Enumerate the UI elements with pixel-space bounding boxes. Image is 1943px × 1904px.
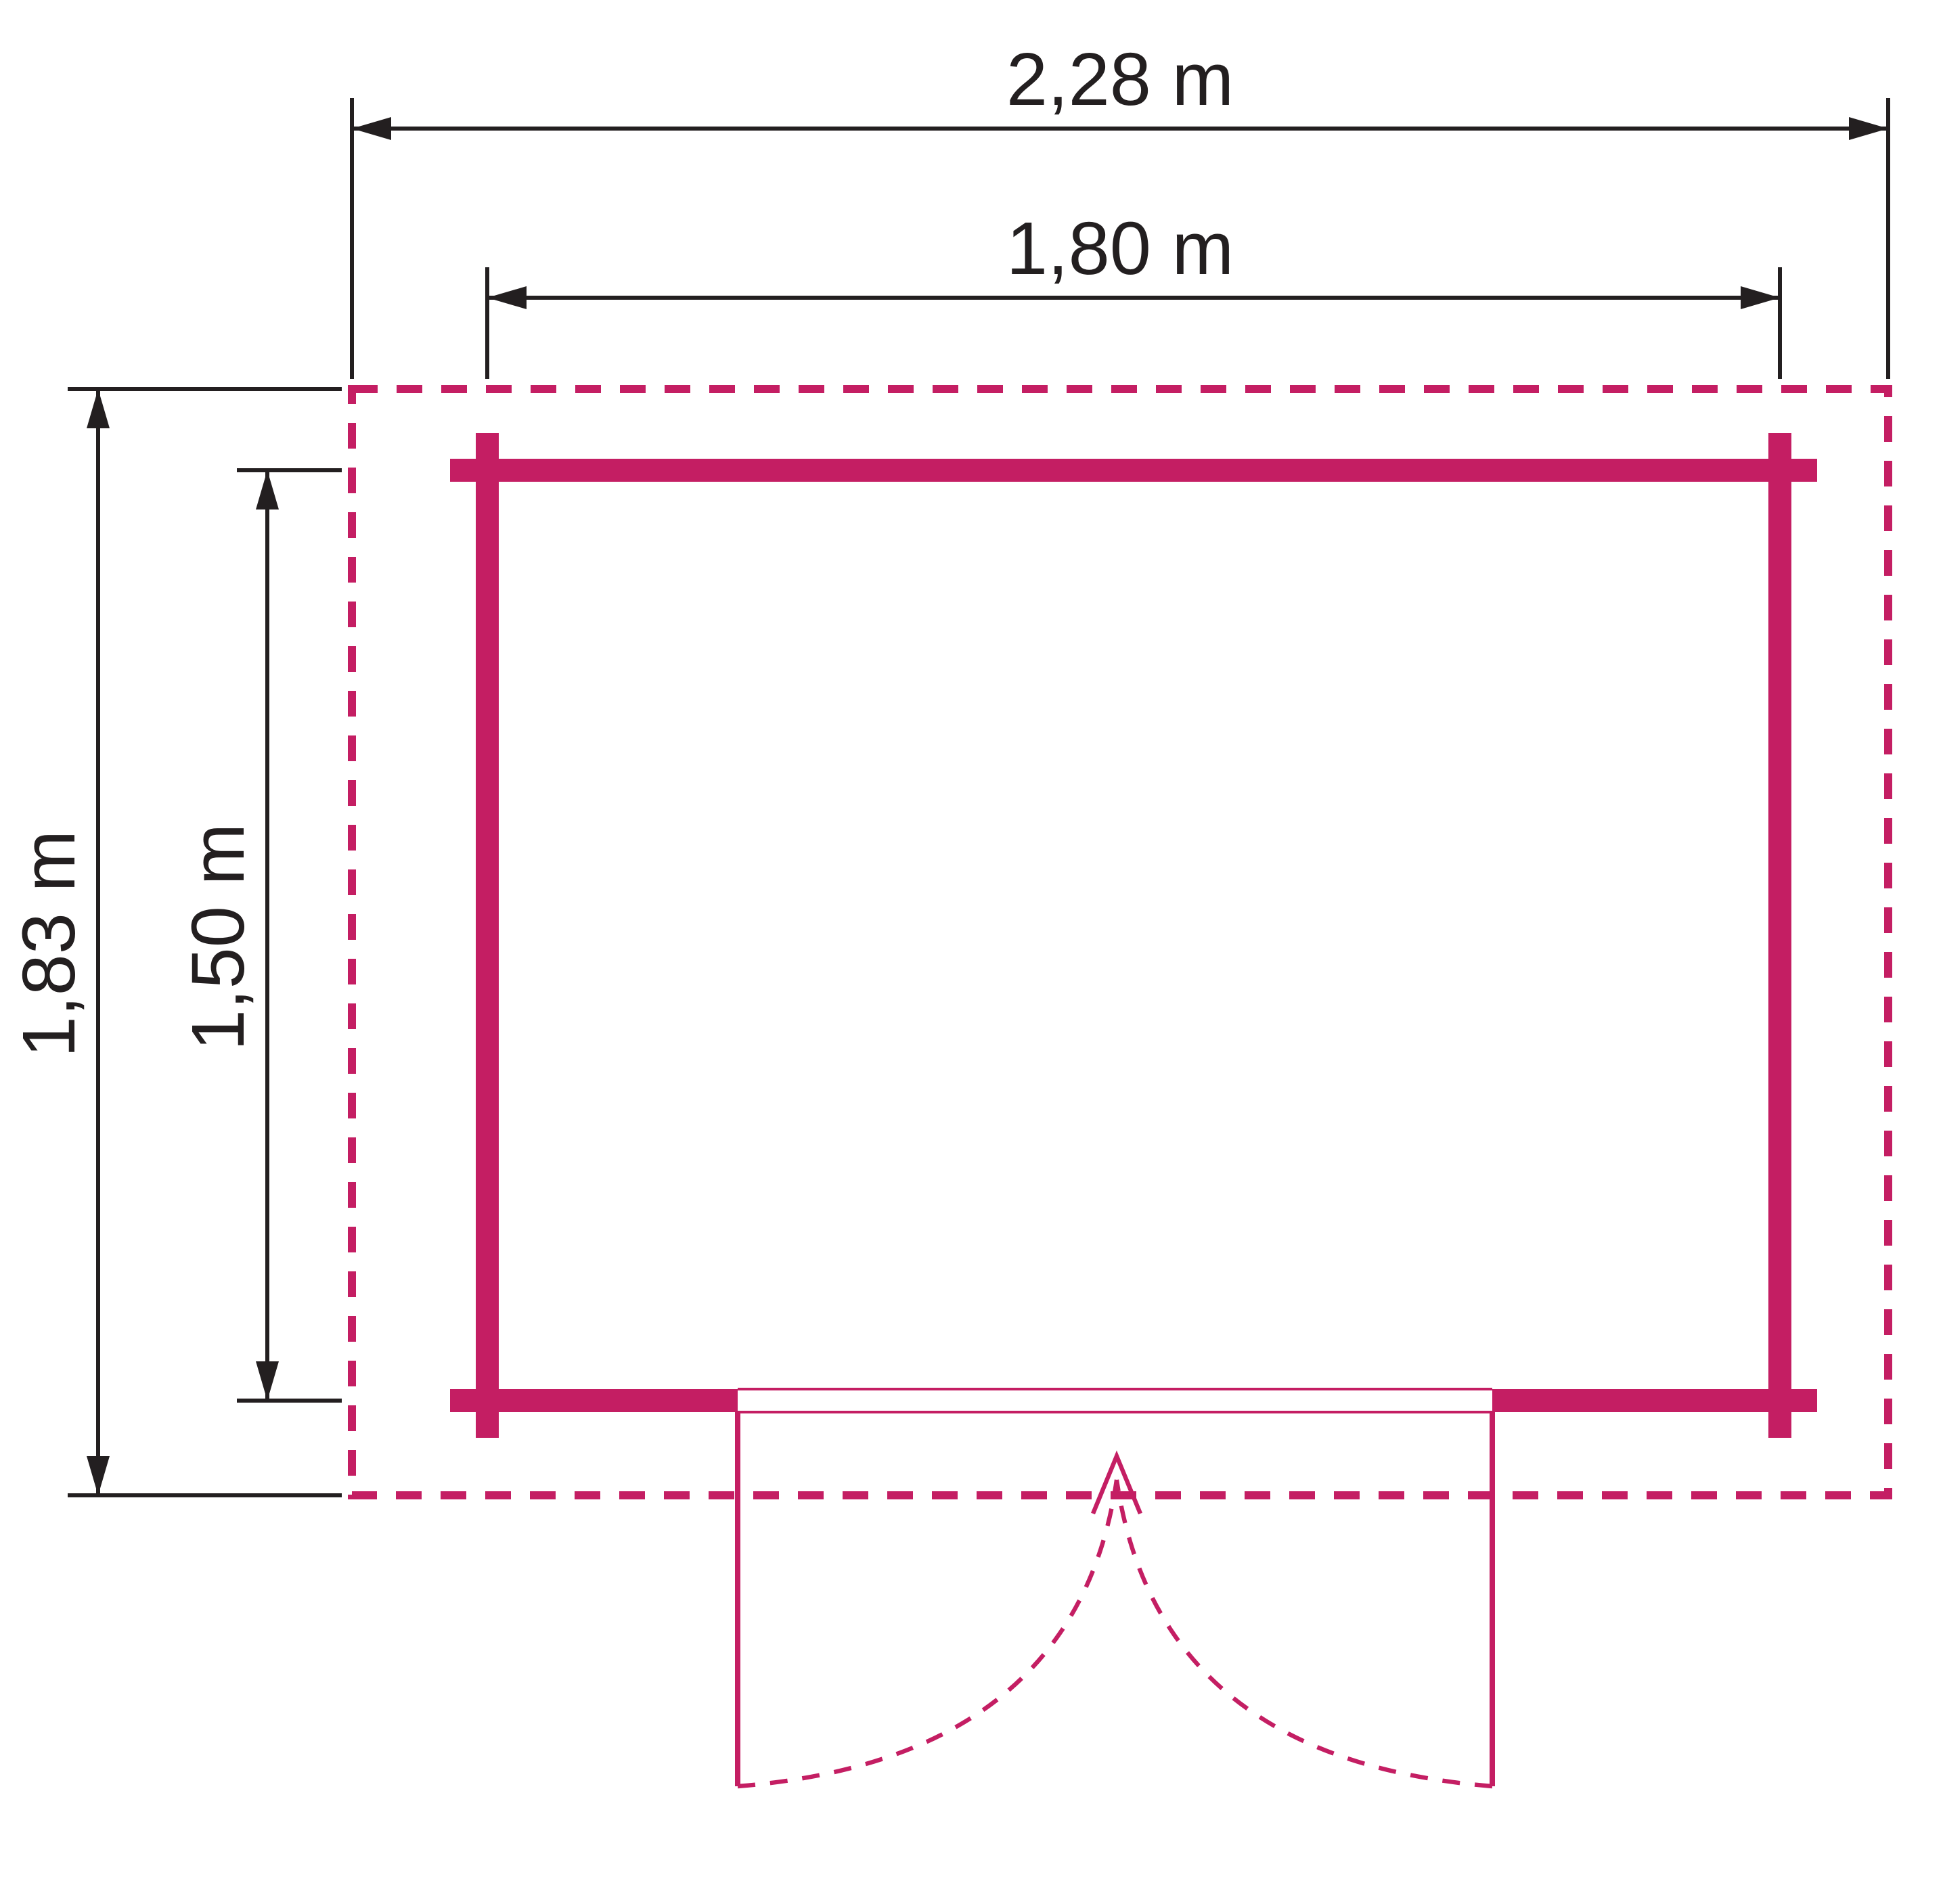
dim-label-width-outer: 2,28 m	[1006, 38, 1234, 121]
dim-label-height-outer: 1,83 m	[7, 830, 91, 1058]
door-swing-left	[738, 1480, 1117, 1786]
roof-outline-dashed	[352, 389, 1888, 1495]
dim-label-height-inner: 1,50 m	[177, 823, 260, 1051]
dim-label-width-inner: 1,80 m	[1006, 207, 1234, 290]
door-swing-right	[1117, 1480, 1492, 1786]
